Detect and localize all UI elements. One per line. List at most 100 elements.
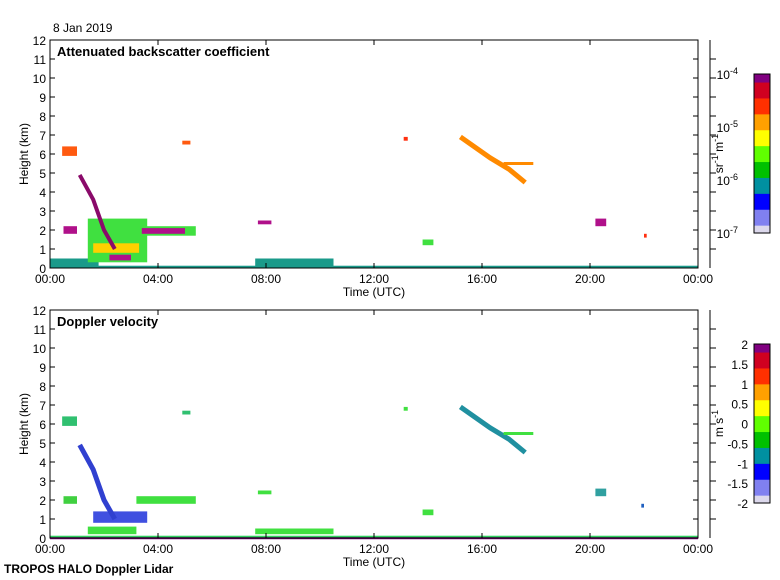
colorbar-segment (754, 190, 770, 194)
colorbar-segment (754, 495, 770, 499)
colorbar-segment (754, 174, 770, 178)
colorbar-segment (754, 481, 770, 486)
signal-patch (255, 258, 334, 267)
signal-patch (87, 526, 137, 535)
fall-streak (458, 404, 527, 455)
colorbar-segment (754, 225, 770, 229)
x-tick-label: 08:00 (251, 272, 281, 286)
colorbar-segment (754, 209, 770, 213)
colorbar-segment (754, 450, 770, 454)
colorbar-segment (754, 389, 770, 393)
colorbar-segment (754, 150, 770, 155)
panel-title: Doppler velocity (57, 314, 159, 329)
colorbar-segment (754, 79, 770, 83)
colorbar-segment (754, 487, 770, 491)
y-axis-label: Height (km) (17, 393, 31, 455)
colorbar-segment (754, 105, 770, 110)
colorbar-segment (754, 206, 770, 210)
signal-patch (182, 410, 191, 415)
colorbar-segment (754, 185, 770, 189)
colorbar-segment (754, 386, 770, 390)
colorbar-segment (754, 156, 770, 160)
colorbar-segment (754, 436, 770, 440)
colorbar-segment (754, 92, 770, 96)
colorbar-segment (754, 177, 770, 181)
signal-patch (595, 218, 607, 227)
x-tick-label: 04:00 (143, 542, 173, 556)
colorbar-tick-label: 10-7 (717, 225, 738, 241)
colorbar-segment (754, 434, 770, 438)
colorbar-segment (754, 423, 770, 427)
y-tick-label: 11 (34, 53, 47, 67)
colorbar-segment (754, 214, 770, 218)
signal-patch (93, 511, 148, 523)
colorbar-segment (754, 158, 770, 163)
colorbar-segment (754, 230, 770, 234)
colorbar-tick-label: 10-4 (717, 66, 738, 82)
colorbar-segment (754, 182, 770, 186)
colorbar-segment (754, 211, 770, 216)
signal-patch (422, 509, 434, 516)
colorbar-segment (754, 426, 770, 430)
colorbar-segment (754, 391, 770, 395)
colorbar-segment (754, 87, 770, 91)
colorbar-frame (753, 343, 771, 504)
signal-patch (182, 140, 191, 145)
colorbar-segment (754, 500, 770, 504)
x-axis-label: Time (UTC) (343, 555, 405, 569)
colorbar-segment (754, 203, 770, 208)
footer-label: TROPOS HALO Doppler Lidar (4, 562, 174, 576)
colorbar-segment (754, 172, 770, 176)
colorbar-segment (754, 397, 770, 401)
colorbar-segment (754, 439, 770, 443)
colorbar-segment (754, 465, 770, 470)
x-tick-label: 20:00 (575, 542, 605, 556)
x-tick-label: 04:00 (143, 272, 173, 286)
colorbar-segment (754, 484, 770, 488)
x-axis-label: Time (UTC) (343, 285, 405, 299)
signal-patch (136, 496, 196, 504)
x-tick-label: 12:00 (359, 542, 389, 556)
colorbar-segment (754, 383, 770, 387)
colorbar-segment (754, 404, 770, 409)
colorbar-segment (754, 103, 770, 107)
colorbar-label: sr-1 m-1 (710, 134, 726, 173)
colorbar-segment (754, 351, 770, 356)
signal-patch (403, 136, 408, 141)
panel-1 (50, 404, 698, 540)
y-tick-label: 11 (34, 323, 47, 337)
colorbar-segment (754, 166, 770, 170)
colorbar-segment (754, 137, 770, 141)
colorbar-segment (754, 367, 770, 372)
colorbar-segment (754, 198, 770, 202)
colorbar-segment (754, 201, 770, 205)
x-tick-label: 00:00 (35, 272, 65, 286)
colorbar-label: m s-1 (710, 410, 726, 437)
colorbar-segment (754, 365, 770, 369)
x-tick-label: 20:00 (575, 272, 605, 286)
x-tick-label: 16:00 (467, 272, 497, 286)
signal-patch (63, 496, 77, 504)
signal-patch (422, 239, 434, 246)
colorbar-segment (754, 418, 770, 422)
colorbar-segment (754, 97, 770, 102)
colorbar-segment (754, 187, 770, 192)
colorbar-segment (754, 161, 770, 165)
colorbar-segment (754, 100, 770, 104)
panel-0 (50, 134, 698, 268)
colorbar-segment (754, 497, 770, 501)
colorbar-segment (754, 489, 770, 493)
colorbar-segment (754, 108, 770, 112)
y-tick-label: 6 (39, 148, 46, 162)
colorbar-segment (754, 145, 770, 149)
colorbar-segment (754, 455, 770, 459)
colorbar-tick-label: 2 (741, 338, 748, 352)
y-axis-label: Height (km) (17, 123, 31, 185)
colorbar-segment (754, 142, 770, 147)
colorbar-segment (754, 193, 770, 197)
colorbar-segment (754, 227, 770, 231)
y-tick-label: 10 (33, 342, 47, 356)
colorbar-segment (754, 359, 770, 364)
